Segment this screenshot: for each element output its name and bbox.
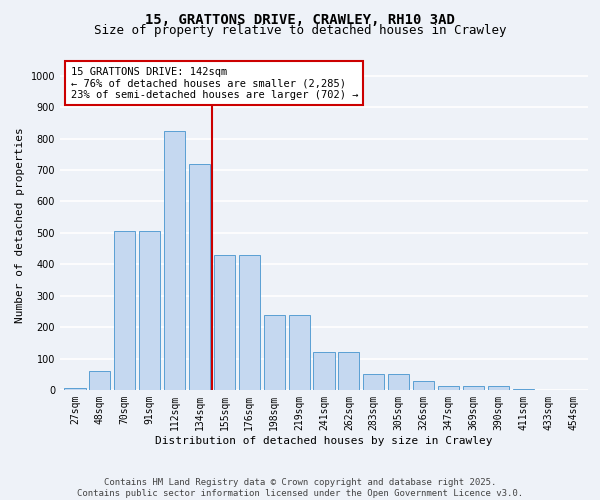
Bar bbox=[164, 130, 185, 390]
Bar bbox=[388, 374, 409, 390]
Text: 15, GRATTONS DRIVE, CRAWLEY, RH10 3AD: 15, GRATTONS DRIVE, CRAWLEY, RH10 3AD bbox=[145, 12, 455, 26]
Bar bbox=[463, 386, 484, 390]
Bar bbox=[114, 232, 136, 390]
Text: 15 GRATTONS DRIVE: 142sqm
← 76% of detached houses are smaller (2,285)
23% of se: 15 GRATTONS DRIVE: 142sqm ← 76% of detac… bbox=[71, 66, 358, 100]
Y-axis label: Number of detached properties: Number of detached properties bbox=[15, 127, 25, 323]
Bar bbox=[363, 374, 385, 390]
Bar bbox=[64, 388, 86, 390]
Bar bbox=[313, 352, 335, 390]
Bar bbox=[413, 380, 434, 390]
Bar bbox=[89, 371, 110, 390]
Bar bbox=[189, 164, 210, 390]
X-axis label: Distribution of detached houses by size in Crawley: Distribution of detached houses by size … bbox=[155, 436, 493, 446]
Text: Size of property relative to detached houses in Crawley: Size of property relative to detached ho… bbox=[94, 24, 506, 37]
Bar bbox=[139, 232, 160, 390]
Bar bbox=[488, 386, 509, 390]
Bar bbox=[338, 352, 359, 390]
Bar bbox=[239, 255, 260, 390]
Bar bbox=[214, 255, 235, 390]
Text: Contains HM Land Registry data © Crown copyright and database right 2025.
Contai: Contains HM Land Registry data © Crown c… bbox=[77, 478, 523, 498]
Bar bbox=[289, 315, 310, 390]
Bar bbox=[438, 386, 459, 390]
Bar bbox=[263, 315, 285, 390]
